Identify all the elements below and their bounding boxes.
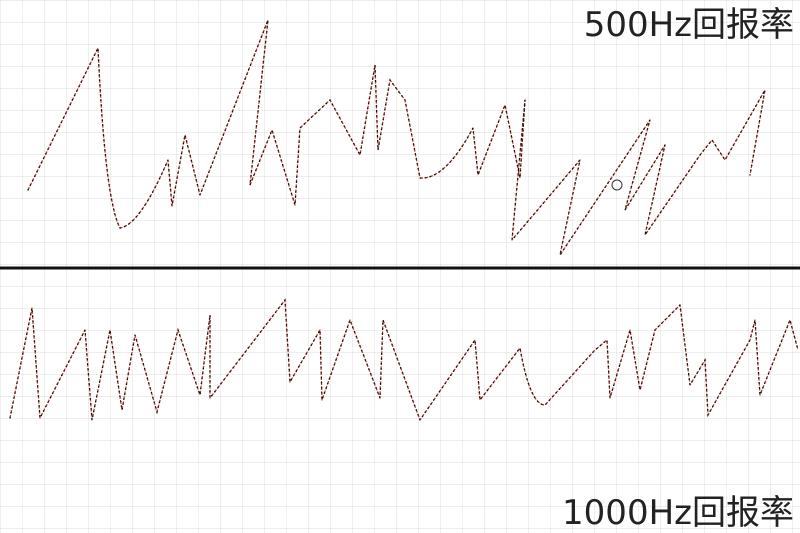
trace-1000hz: [9, 298, 799, 422]
trace-500hz: [27, 19, 766, 256]
trace-points: [9, 298, 799, 422]
label-500hz: 500Hz回报率: [584, 5, 794, 45]
cursor-loop: [611, 179, 623, 191]
trace-points: [27, 19, 766, 256]
label-1000hz: 1000Hz回报率: [562, 493, 794, 533]
